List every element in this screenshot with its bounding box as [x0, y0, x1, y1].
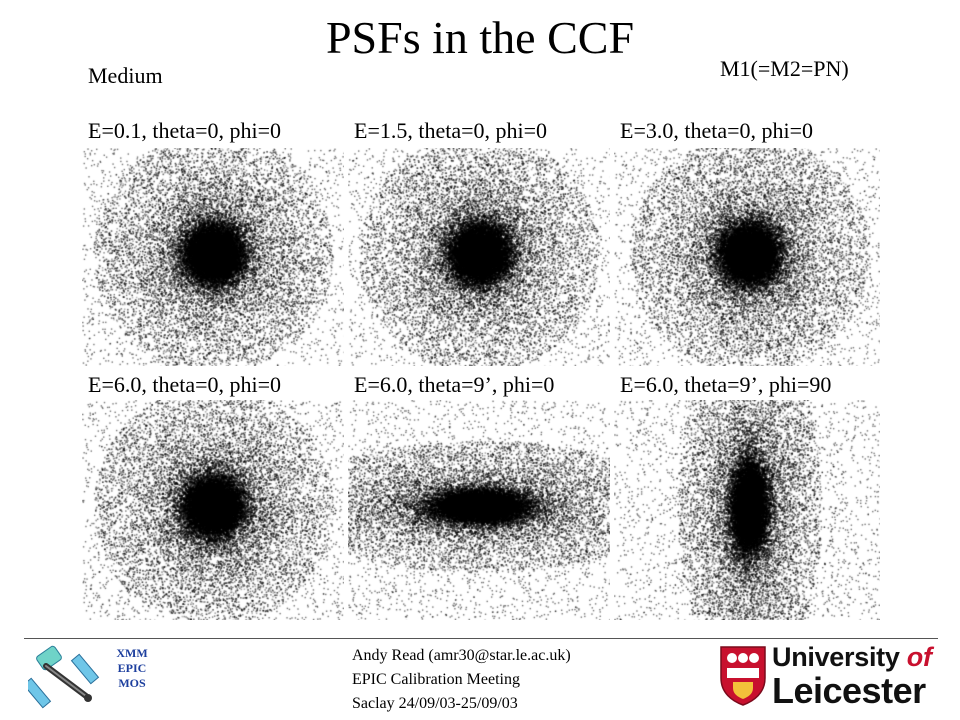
- university-word: University: [772, 642, 900, 672]
- mission-logo-line-1: XMM: [116, 646, 148, 660]
- psf-image-1: [82, 148, 344, 366]
- psf-image-3: [614, 148, 880, 366]
- psf-image-4: [82, 400, 344, 620]
- panel-label-4: E=6.0, theta=0, phi=0: [88, 372, 282, 397]
- panel-label-6: E=6.0, theta=9’, phi=90: [620, 372, 832, 397]
- filter-label: Medium: [88, 63, 163, 88]
- mission-logo-line-2: EPIC: [117, 661, 147, 675]
- satellite-icon: [22, 644, 108, 710]
- location-line: Saclay 24/09/03-25/09/03: [352, 695, 518, 712]
- footer-divider: [24, 638, 938, 639]
- mission-logo-line-3: MOS: [118, 676, 146, 690]
- slide-title: PSFs in the CCF: [325, 12, 635, 63]
- university-logo-text: University of Leicester: [772, 644, 932, 709]
- panel-label-3: E=3.0, theta=0, phi=0: [620, 118, 814, 143]
- crest-icon: [718, 644, 768, 706]
- panel-label-2: E=1.5, theta=0, phi=0: [354, 118, 548, 143]
- panel-label-5: E=6.0, theta=9’, phi=0: [354, 372, 555, 397]
- author-line: Andy Read (amr30@star.le.ac.uk): [352, 647, 571, 664]
- mission-logo-text: XMM EPIC MOS: [110, 646, 154, 691]
- panel-label-1: E=0.1, theta=0, phi=0: [88, 118, 282, 143]
- instrument-label: M1(=M2=PN): [720, 56, 849, 81]
- psf-image-2: [348, 148, 610, 366]
- meeting-line: EPIC Calibration Meeting: [352, 671, 520, 688]
- leicester-word: Leicester: [772, 670, 926, 711]
- of-word: of: [906, 642, 932, 672]
- psf-image-5: [348, 400, 610, 620]
- psf-image-6: [614, 400, 880, 620]
